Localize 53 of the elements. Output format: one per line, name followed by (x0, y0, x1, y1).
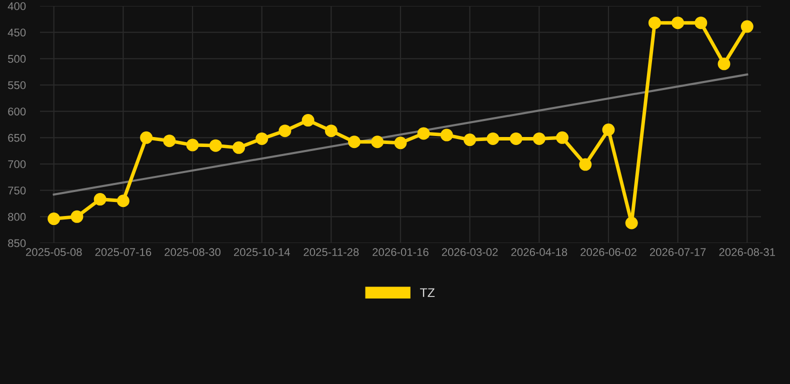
point (718, 58, 730, 70)
x-tick-label: 2025-10-14 (234, 248, 290, 256)
point (140, 131, 153, 144)
point (625, 216, 638, 230)
x-tick-label: 2025-08-30 (164, 248, 221, 256)
x-tick-label: 2025-11-28 (304, 248, 359, 256)
point (278, 124, 292, 138)
point (232, 141, 245, 154)
point (417, 127, 430, 140)
point (556, 131, 569, 144)
y-tick-label: 650 (8, 134, 26, 142)
point (371, 136, 384, 148)
point (694, 16, 708, 30)
point (116, 194, 130, 208)
point (302, 114, 314, 127)
point (579, 158, 592, 171)
point (440, 128, 453, 142)
point (672, 16, 684, 30)
y-tick-label: 800 (8, 212, 26, 221)
y-tick-label: 600 (8, 108, 26, 116)
point (48, 212, 60, 226)
y-tick-label: 750 (8, 186, 26, 194)
point (186, 138, 199, 152)
y-tick-label: 400 (8, 2, 26, 10)
point (94, 193, 106, 206)
point (464, 134, 476, 146)
point (324, 124, 338, 138)
point (394, 136, 407, 150)
x-tick-label: 2026-01-16 (372, 248, 428, 256)
x-tick-label: 2025-05-08 (26, 248, 82, 256)
point (486, 132, 500, 145)
point (648, 16, 661, 30)
point (256, 132, 268, 145)
point (602, 124, 615, 136)
x-tick-label: 2026-03-02 (442, 248, 498, 256)
point (70, 210, 84, 223)
x-tick-label: 2026-07-17 (650, 248, 706, 256)
x-tick-label: 2025-07-16 (95, 248, 152, 256)
point (510, 132, 522, 145)
y-tick-label: 450 (8, 28, 26, 36)
y-tick-label: 550 (8, 81, 26, 90)
point (348, 136, 361, 148)
y-tick-label: 850 (8, 239, 26, 248)
x-tick-label: 2026-06-02 (580, 248, 636, 256)
y-tick-label: 700 (8, 160, 26, 168)
x-tick-label: 2026-08-31 (719, 248, 776, 256)
point (740, 20, 754, 33)
y-tick-label: 500 (8, 54, 26, 63)
x-tick-label: 2026-04-18 (511, 248, 568, 256)
point (532, 132, 546, 145)
legend-label: TZ (420, 288, 435, 297)
point (209, 139, 222, 152)
point (163, 134, 176, 148)
